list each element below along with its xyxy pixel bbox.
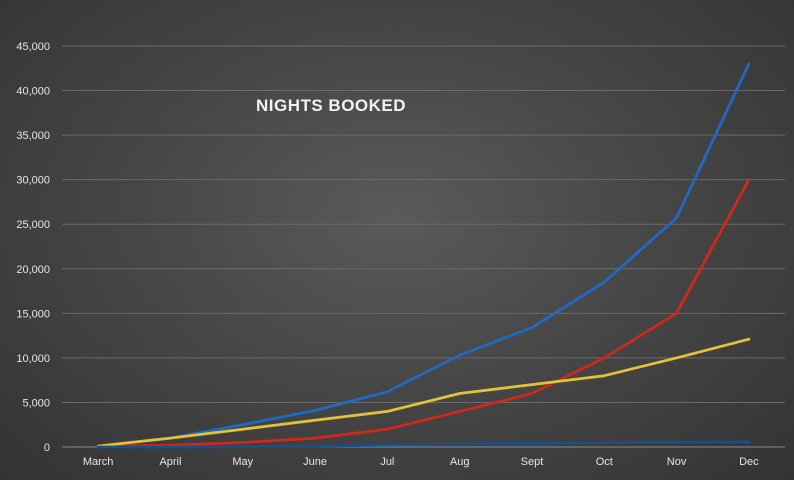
x-tick-label: March	[83, 456, 114, 468]
gridlines	[62, 45, 785, 448]
y-tick-label: 10,000	[16, 353, 50, 365]
series-line-1	[96, 62, 751, 448]
y-tick-label: 5,000	[22, 397, 50, 409]
series-lines	[96, 62, 751, 449]
y-tick-label: 45,000	[16, 41, 50, 53]
x-tick-label: Sept	[521, 456, 544, 468]
x-tick-label: Aug	[450, 456, 470, 468]
chart-title: NIGHTS BOOKED	[256, 96, 406, 115]
series-line-2	[96, 178, 751, 448]
x-tick-label: April	[159, 456, 181, 468]
y-tick-label: 15,000	[16, 308, 50, 320]
series-line-3	[96, 337, 751, 448]
y-tick-label: 35,000	[16, 130, 50, 142]
y-axis-tick-labels: 0 5,000 10,000 15,000 20,000 25,000 30,000 35,0…	[16, 41, 50, 454]
y-tick-label: 20,000	[16, 264, 50, 276]
y-tick-label: 25,000	[16, 219, 50, 231]
y-tick-label: 30,000	[16, 175, 50, 187]
y-tick-label: 40,000	[16, 86, 50, 98]
y-tick-label: 0	[44, 442, 50, 454]
series-line-4	[96, 440, 751, 449]
x-tick-label: Oct	[596, 456, 613, 468]
x-tick-label: Jul	[380, 456, 394, 468]
x-axis-tick-labels: March April May June Jul Aug Sept Oct Nov Dec	[83, 456, 759, 468]
x-tick-label: Nov	[667, 456, 687, 468]
x-tick-label: May	[232, 456, 253, 468]
x-tick-label: Dec	[739, 456, 759, 468]
x-tick-label: June	[303, 456, 327, 468]
